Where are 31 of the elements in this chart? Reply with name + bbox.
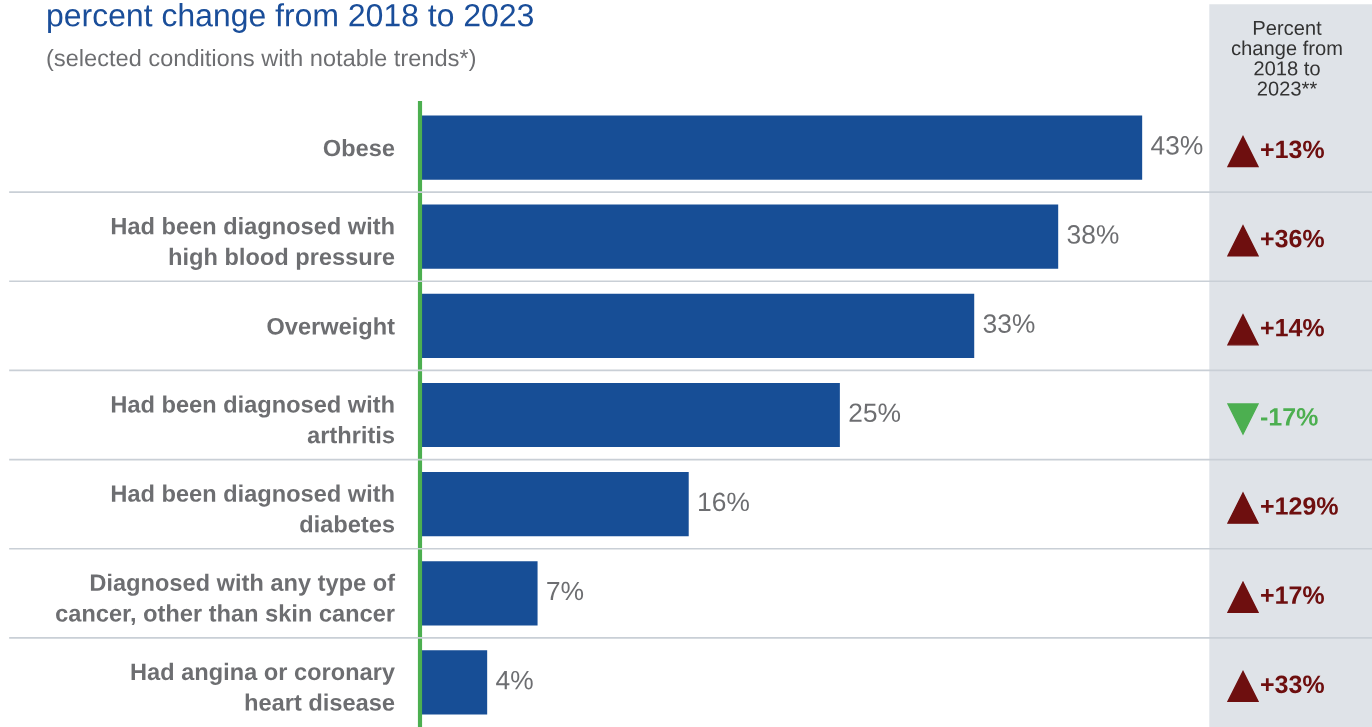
text: +129%	[1261, 497, 1338, 515]
text: +33%	[1261, 675, 1324, 694]
y-tick-label: Had been diagnosed with high blood pressure	[111, 217, 395, 270]
data-label: 7%	[547, 581, 584, 601]
data-label: 43%	[1151, 135, 1203, 155]
chart-subtitle: (selected conditions with notable trends*)	[47, 49, 476, 71]
bar	[420, 382, 840, 448]
data-label: 33%	[983, 314, 1035, 333]
y-tick-label: Had been diagnosed with arthritis	[111, 395, 395, 444]
bar	[420, 472, 689, 537]
text: +17%	[1261, 586, 1324, 604]
data-label: 25%	[849, 403, 901, 423]
chart-title: percent change from 2018 to 2023	[48, 3, 533, 33]
text: +36%	[1261, 229, 1324, 248]
y-tick-label: Overweight	[267, 317, 395, 340]
y-tick-label: Had been diagnosed with diabetes	[111, 484, 395, 533]
bar	[420, 561, 538, 626]
text: +13%	[1261, 140, 1324, 159]
bar	[420, 115, 1143, 180]
text: Percent change from 2018 to 2023**	[1231, 21, 1342, 96]
data-label: 38%	[1067, 225, 1119, 244]
y-tick-label: Diagnosed with any type of cancer, other than skin cancer	[56, 573, 396, 626]
data-label: 16%	[699, 492, 749, 512]
bar	[420, 650, 488, 715]
text: +14%	[1261, 318, 1324, 337]
y-tick-label: Obese	[323, 139, 395, 157]
y-tick-label: Had angina or coronary heart disease	[131, 662, 395, 711]
data-label: 4%	[496, 670, 533, 690]
text: -17%	[1260, 408, 1318, 426]
bar	[420, 293, 975, 358]
bar	[420, 204, 1059, 269]
